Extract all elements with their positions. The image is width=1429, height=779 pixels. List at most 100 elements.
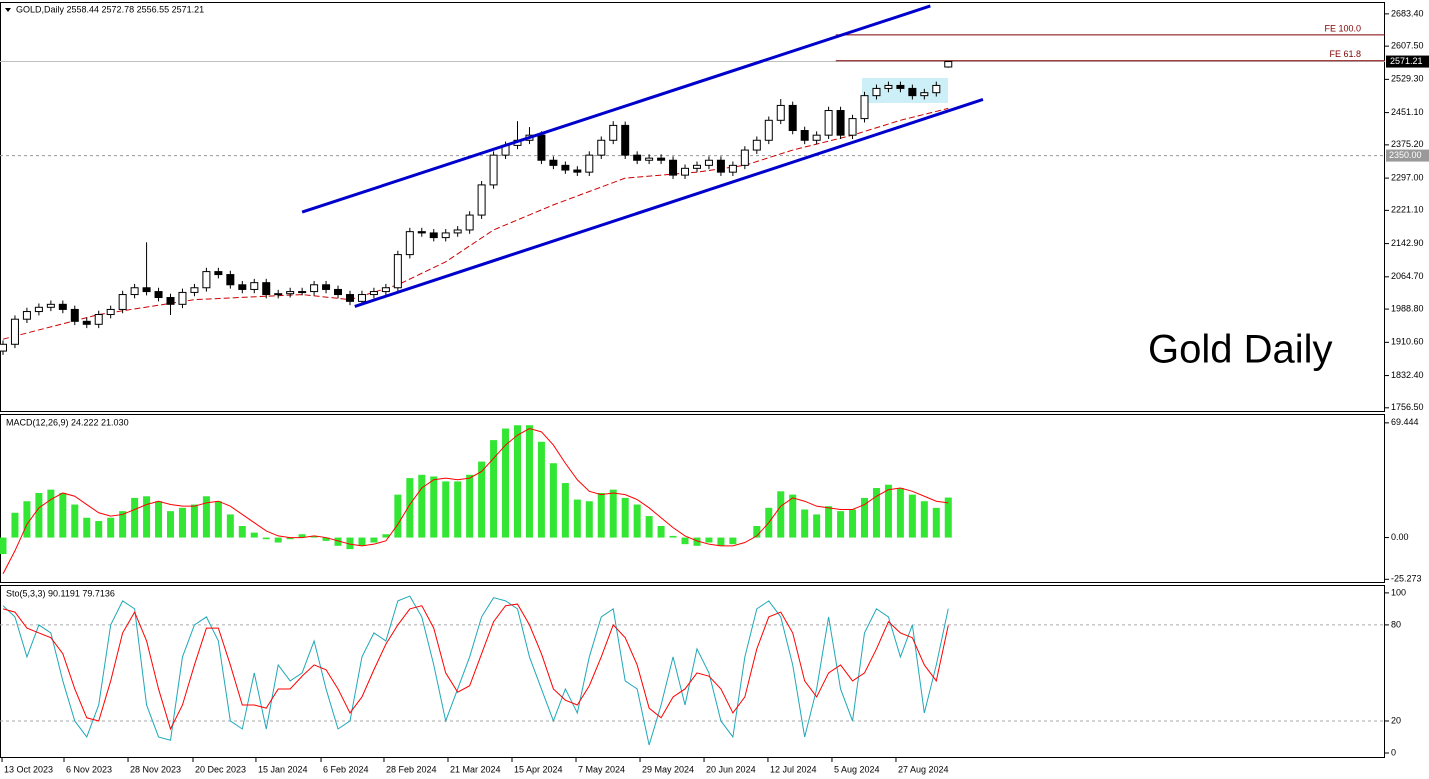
macd-bar bbox=[849, 509, 857, 538]
y-tick-label: 80 bbox=[1391, 619, 1401, 629]
candle-body bbox=[585, 154, 594, 173]
x-tick-label: 6 Nov 2023 bbox=[66, 764, 112, 774]
stoch-line bbox=[2, 603, 949, 731]
candle-body bbox=[776, 104, 785, 121]
candle-body bbox=[310, 284, 319, 293]
y-tick-label: 100 bbox=[1391, 587, 1406, 597]
macd-bar bbox=[621, 497, 629, 538]
macd-bar bbox=[454, 481, 462, 538]
y-tick-label: 2064.70 bbox=[1391, 271, 1424, 281]
macd-bar bbox=[262, 537, 270, 540]
macd-bar bbox=[358, 537, 366, 546]
y-tick-label: 2142.90 bbox=[1391, 238, 1424, 248]
candle-body bbox=[142, 287, 151, 293]
macd-bar bbox=[861, 497, 869, 538]
x-tick-label: 7 May 2024 bbox=[578, 764, 625, 774]
candle-body bbox=[609, 124, 618, 141]
candle-body bbox=[381, 287, 390, 293]
macd-bar bbox=[645, 516, 653, 538]
y-tick-label: 2529.30 bbox=[1391, 74, 1424, 84]
macd-bar bbox=[83, 517, 91, 538]
stoch-title: Sto(5,3,3) 90.1191 79.7136 bbox=[6, 588, 115, 598]
macd-bar bbox=[813, 514, 821, 538]
candle-body bbox=[740, 149, 749, 166]
macd-bar bbox=[573, 499, 581, 538]
candle-body bbox=[716, 159, 725, 173]
x-tick-label: 28 Feb 2024 bbox=[386, 764, 437, 774]
y-tick-label: 0 bbox=[1391, 747, 1396, 757]
candle-body bbox=[657, 157, 666, 161]
macd-bar bbox=[490, 440, 498, 538]
macd-bar bbox=[872, 488, 880, 538]
menu-arrow bbox=[5, 8, 11, 12]
candle-body bbox=[369, 291, 378, 296]
macd-bar bbox=[23, 501, 31, 538]
candle-body bbox=[345, 294, 354, 302]
macd-bar bbox=[681, 537, 689, 545]
macd-bar bbox=[35, 492, 43, 538]
candle-body bbox=[836, 110, 845, 136]
macd-bar bbox=[884, 484, 892, 538]
macd-bar bbox=[801, 509, 809, 538]
macd-bar bbox=[825, 506, 833, 538]
macd-bar bbox=[131, 497, 139, 538]
candle-body bbox=[46, 303, 55, 308]
annotation: Gold Daily bbox=[1148, 328, 1333, 372]
reference-label: 2350.00 bbox=[1389, 150, 1422, 160]
macd-bar bbox=[561, 483, 569, 538]
y-tick-label: 1910.60 bbox=[1391, 337, 1424, 347]
y-tick-label: 1988.80 bbox=[1391, 303, 1424, 313]
x-tick-label: 20 Dec 2023 bbox=[195, 764, 246, 774]
candle-body bbox=[286, 291, 295, 295]
candle-body bbox=[681, 167, 690, 176]
x-tick-label: 27 Aug 2024 bbox=[898, 764, 949, 774]
macd-bar bbox=[119, 511, 127, 538]
candle-body bbox=[238, 284, 247, 290]
candle-body bbox=[848, 118, 857, 136]
candle-body bbox=[405, 231, 414, 256]
candle-body bbox=[633, 154, 642, 161]
candle-body bbox=[692, 164, 701, 169]
candle-body bbox=[34, 306, 43, 313]
macd-bar bbox=[394, 494, 402, 538]
macd-bar bbox=[382, 534, 390, 538]
macd-bar bbox=[478, 461, 486, 538]
macd-bar bbox=[693, 537, 701, 546]
macd-bar bbox=[0, 537, 7, 555]
price-label: 2571.21 bbox=[1390, 56, 1423, 66]
candle-body bbox=[728, 164, 737, 173]
macd-bar bbox=[71, 504, 79, 538]
candle-body bbox=[441, 232, 450, 239]
candle-body bbox=[106, 308, 115, 316]
x-tick-label: 12 Jul 2024 bbox=[770, 764, 817, 774]
candle-body bbox=[477, 184, 486, 216]
y-tick-label: -25.273 bbox=[1391, 574, 1422, 584]
y-tick-label: 20 bbox=[1391, 715, 1401, 725]
candle-body bbox=[800, 130, 809, 141]
candle-body bbox=[896, 84, 905, 89]
macd-bar bbox=[334, 537, 342, 546]
candle-body bbox=[154, 291, 163, 299]
candle-body bbox=[788, 104, 797, 132]
macd-bar bbox=[717, 537, 725, 546]
candle-body bbox=[393, 254, 402, 289]
macd-bar bbox=[777, 491, 785, 538]
macd-bar bbox=[585, 501, 593, 538]
stoch-pane bbox=[0, 585, 1385, 758]
macd-bar bbox=[633, 504, 641, 538]
candle-body bbox=[465, 214, 474, 231]
channel-line bbox=[301, 4, 931, 214]
macd-bar bbox=[95, 521, 103, 538]
candle-body bbox=[70, 308, 79, 322]
macd-bar bbox=[896, 488, 904, 538]
candle-body bbox=[429, 232, 438, 239]
macd-bar bbox=[837, 511, 845, 538]
candle-body bbox=[250, 282, 259, 290]
macd-bar bbox=[597, 492, 605, 538]
macd-bar bbox=[466, 474, 474, 538]
y-tick-label: 2451.10 bbox=[1391, 107, 1424, 117]
macd-pane bbox=[0, 414, 1385, 583]
macd-bar bbox=[167, 511, 175, 538]
candle-body bbox=[573, 169, 582, 173]
